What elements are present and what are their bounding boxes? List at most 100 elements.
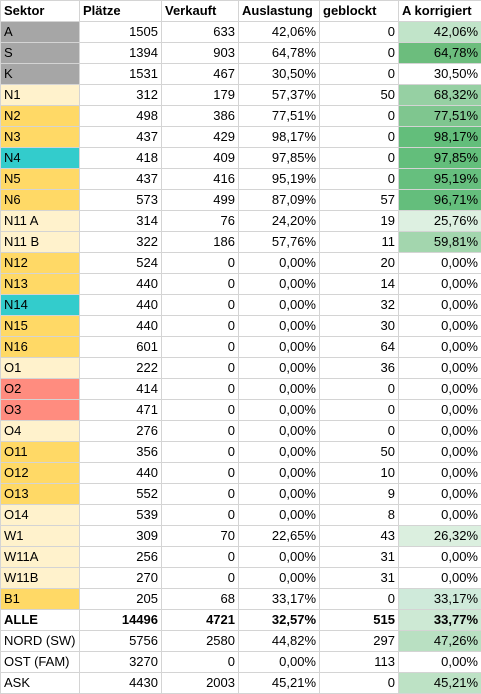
cell-auslastung[interactable]: 32,57% — [239, 610, 320, 631]
cell-plaetze[interactable]: 322 — [80, 232, 162, 253]
cell-verkauft[interactable]: 68 — [162, 589, 239, 610]
cell-geblockt[interactable]: 0 — [320, 400, 399, 421]
cell-a-korrigiert[interactable]: 0,00% — [399, 400, 481, 421]
header-a-korrigiert[interactable]: A korrigiert — [399, 1, 481, 22]
cell-verkauft[interactable]: 0 — [162, 337, 239, 358]
cell-geblockt[interactable]: 50 — [320, 442, 399, 463]
cell-a-korrigiert[interactable]: 0,00% — [399, 652, 481, 673]
cell-plaetze[interactable]: 205 — [80, 589, 162, 610]
cell-plaetze[interactable]: 356 — [80, 442, 162, 463]
cell-a-korrigiert[interactable]: 95,19% — [399, 169, 481, 190]
cell-plaetze[interactable]: 498 — [80, 106, 162, 127]
cell-sektor[interactable]: W11A — [1, 547, 80, 568]
cell-verkauft[interactable]: 0 — [162, 316, 239, 337]
cell-geblockt[interactable]: 11 — [320, 232, 399, 253]
cell-plaetze[interactable]: 440 — [80, 316, 162, 337]
cell-verkauft[interactable]: 0 — [162, 652, 239, 673]
cell-plaetze[interactable]: 276 — [80, 421, 162, 442]
cell-auslastung[interactable]: 0,00% — [239, 421, 320, 442]
cell-auslastung[interactable]: 97,85% — [239, 148, 320, 169]
cell-auslastung[interactable]: 0,00% — [239, 568, 320, 589]
cell-auslastung[interactable]: 0,00% — [239, 484, 320, 505]
cell-plaetze[interactable]: 471 — [80, 400, 162, 421]
cell-sektor[interactable]: W1 — [1, 526, 80, 547]
cell-geblockt[interactable]: 0 — [320, 421, 399, 442]
cell-plaetze[interactable]: 418 — [80, 148, 162, 169]
cell-a-korrigiert[interactable]: 59,81% — [399, 232, 481, 253]
cell-plaetze[interactable]: 440 — [80, 295, 162, 316]
cell-auslastung[interactable]: 45,21% — [239, 673, 320, 694]
cell-auslastung[interactable]: 64,78% — [239, 43, 320, 64]
cell-verkauft[interactable]: 0 — [162, 400, 239, 421]
header-auslastung[interactable]: Auslastung — [239, 1, 320, 22]
cell-verkauft[interactable]: 0 — [162, 463, 239, 484]
cell-auslastung[interactable]: 57,37% — [239, 85, 320, 106]
cell-verkauft[interactable]: 4721 — [162, 610, 239, 631]
cell-a-korrigiert[interactable]: 0,00% — [399, 484, 481, 505]
cell-sektor[interactable]: NORD (SW) — [1, 631, 80, 652]
cell-auslastung[interactable]: 24,20% — [239, 211, 320, 232]
cell-auslastung[interactable]: 44,82% — [239, 631, 320, 652]
cell-a-korrigiert[interactable]: 0,00% — [399, 547, 481, 568]
cell-verkauft[interactable]: 903 — [162, 43, 239, 64]
cell-a-korrigiert[interactable]: 98,17% — [399, 127, 481, 148]
header-geblockt[interactable]: geblockt — [320, 1, 399, 22]
cell-sektor[interactable]: O12 — [1, 463, 80, 484]
cell-plaetze[interactable]: 414 — [80, 379, 162, 400]
cell-sektor[interactable]: S — [1, 43, 80, 64]
cell-auslastung[interactable]: 98,17% — [239, 127, 320, 148]
header-sektor[interactable]: Sektor — [1, 1, 80, 22]
cell-sektor[interactable]: N1 — [1, 85, 80, 106]
cell-auslastung[interactable]: 22,65% — [239, 526, 320, 547]
cell-verkauft[interactable]: 0 — [162, 274, 239, 295]
cell-geblockt[interactable]: 297 — [320, 631, 399, 652]
cell-verkauft[interactable]: 2003 — [162, 673, 239, 694]
cell-plaetze[interactable]: 573 — [80, 190, 162, 211]
cell-a-korrigiert[interactable]: 0,00% — [399, 295, 481, 316]
cell-geblockt[interactable]: 0 — [320, 148, 399, 169]
cell-plaetze[interactable]: 1394 — [80, 43, 162, 64]
cell-geblockt[interactable]: 0 — [320, 169, 399, 190]
cell-a-korrigiert[interactable]: 0,00% — [399, 505, 481, 526]
cell-a-korrigiert[interactable]: 0,00% — [399, 463, 481, 484]
cell-a-korrigiert[interactable]: 30,50% — [399, 64, 481, 85]
cell-geblockt[interactable]: 36 — [320, 358, 399, 379]
cell-sektor[interactable]: N12 — [1, 253, 80, 274]
cell-plaetze[interactable]: 312 — [80, 85, 162, 106]
cell-auslastung[interactable]: 57,76% — [239, 232, 320, 253]
cell-geblockt[interactable]: 14 — [320, 274, 399, 295]
cell-plaetze[interactable]: 14496 — [80, 610, 162, 631]
cell-a-korrigiert[interactable]: 0,00% — [399, 358, 481, 379]
cell-plaetze[interactable]: 1505 — [80, 22, 162, 43]
cell-plaetze[interactable]: 270 — [80, 568, 162, 589]
cell-geblockt[interactable]: 0 — [320, 22, 399, 43]
cell-a-korrigiert[interactable]: 0,00% — [399, 442, 481, 463]
cell-geblockt[interactable]: 8 — [320, 505, 399, 526]
cell-sektor[interactable]: N6 — [1, 190, 80, 211]
cell-plaetze[interactable]: 3270 — [80, 652, 162, 673]
cell-verkauft[interactable]: 70 — [162, 526, 239, 547]
cell-sektor[interactable]: N11 A — [1, 211, 80, 232]
cell-sektor[interactable]: ASK — [1, 673, 80, 694]
cell-verkauft[interactable]: 416 — [162, 169, 239, 190]
cell-a-korrigiert[interactable]: 45,21% — [399, 673, 481, 694]
cell-verkauft[interactable]: 0 — [162, 421, 239, 442]
cell-verkauft[interactable]: 186 — [162, 232, 239, 253]
cell-a-korrigiert[interactable]: 0,00% — [399, 379, 481, 400]
cell-auslastung[interactable]: 0,00% — [239, 337, 320, 358]
cell-a-korrigiert[interactable]: 68,32% — [399, 85, 481, 106]
cell-plaetze[interactable]: 437 — [80, 127, 162, 148]
cell-geblockt[interactable]: 64 — [320, 337, 399, 358]
cell-verkauft[interactable]: 467 — [162, 64, 239, 85]
cell-verkauft[interactable]: 0 — [162, 295, 239, 316]
cell-auslastung[interactable]: 87,09% — [239, 190, 320, 211]
cell-sektor[interactable]: N14 — [1, 295, 80, 316]
cell-auslastung[interactable]: 95,19% — [239, 169, 320, 190]
cell-plaetze[interactable]: 1531 — [80, 64, 162, 85]
cell-a-korrigiert[interactable]: 0,00% — [399, 316, 481, 337]
cell-geblockt[interactable]: 0 — [320, 673, 399, 694]
cell-verkauft[interactable]: 0 — [162, 568, 239, 589]
cell-plaetze[interactable]: 5756 — [80, 631, 162, 652]
cell-auslastung[interactable]: 33,17% — [239, 589, 320, 610]
cell-sektor[interactable]: N16 — [1, 337, 80, 358]
